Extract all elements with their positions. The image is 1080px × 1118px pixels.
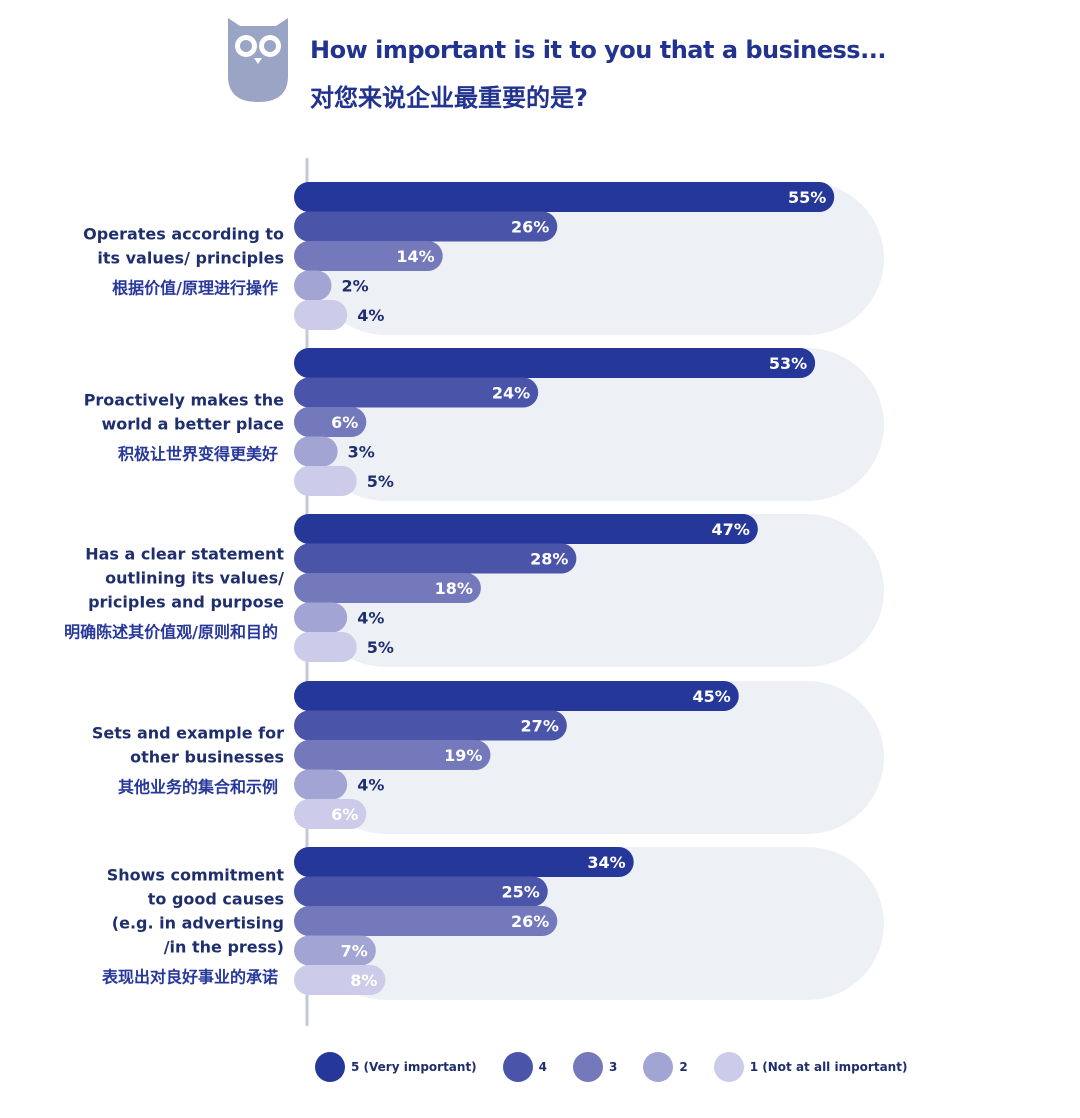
bar-value-label: 5%	[367, 472, 394, 491]
category-label-zh: 积极让世界变得更美好	[118, 445, 278, 464]
bar-value-label: 19%	[444, 746, 482, 765]
category-label: other businesses	[130, 748, 284, 767]
category-group: 47% 28% 18% 4% 5% Has a clear statement outlin…	[64, 514, 884, 667]
bar	[294, 769, 348, 800]
bar	[294, 935, 376, 966]
legend-swatch-icon	[315, 1052, 345, 1082]
bar-value-label: 24%	[492, 384, 530, 403]
bar-value-label: 28%	[530, 550, 568, 569]
category-label-zh: 根据价值/原理进行操作	[112, 279, 278, 298]
bar-value-label: 18%	[435, 579, 473, 598]
category-label: its values/ principles	[97, 249, 284, 268]
bar	[294, 466, 357, 496]
bar	[294, 847, 634, 877]
page-subtitle: 对您来说企业最重要的是?	[310, 84, 588, 112]
bar-value-label: 4%	[357, 776, 384, 795]
page-title: How important is it to you that a busine…	[310, 36, 886, 64]
legend-label: 4	[538, 1060, 548, 1074]
bar-value-label: 6%	[331, 805, 358, 824]
bar	[294, 906, 558, 936]
bar-value-label: 26%	[511, 218, 549, 237]
bar-value-label: 2%	[342, 277, 369, 296]
category-label: to good causes	[148, 890, 284, 909]
category-label: /in the press)	[164, 938, 284, 957]
category-label: Has a clear statement	[85, 545, 284, 564]
category-group: 34% 25% 26% 7% 8% Shows commitment to good cau…	[101, 847, 884, 1000]
bar	[294, 377, 539, 408]
bar	[294, 348, 816, 378]
bar	[294, 573, 481, 603]
bar-value-label: 5%	[367, 638, 394, 657]
bar-value-label: 8%	[350, 971, 377, 990]
bar	[294, 211, 558, 242]
owl-logo-icon	[228, 18, 288, 102]
legend-item: 3	[573, 1052, 617, 1082]
bar-value-label: 4%	[357, 609, 384, 628]
bar-value-label: 34%	[587, 853, 625, 872]
legend-swatch-icon	[502, 1052, 533, 1082]
legend-item: 1 (Not at all important)	[713, 1052, 908, 1082]
bar	[294, 602, 348, 633]
bar-chart: 55% 26% 14% 2% 4% Operates according to its va…	[64, 158, 884, 1026]
legend-label: 2	[679, 1060, 688, 1074]
legend-label: 3	[609, 1060, 618, 1074]
category-label-zh: 明确陈述其价值观/原则和目的	[64, 623, 278, 642]
bar	[294, 182, 835, 212]
bar	[294, 740, 491, 770]
bar-value-label: 26%	[511, 912, 549, 931]
bar-value-label: 55%	[788, 188, 826, 207]
legend: 5 (Very important) 4 3 2 1 (Not at all impor…	[315, 1052, 933, 1082]
legend-label: 5 (Very important)	[351, 1060, 477, 1074]
category-label: (e.g. in advertising	[112, 914, 284, 933]
bar-value-label: 47%	[712, 520, 750, 539]
bar-value-label: 27%	[521, 717, 559, 736]
category-group: 53% 24% 6% 3% 5% Proactively makes the world a…	[84, 348, 884, 501]
bar	[294, 407, 367, 437]
category-group: 45% 27% 19% 4% 6% Sets and example for other b…	[92, 681, 884, 834]
category-label: world a better place	[101, 415, 284, 434]
bar	[294, 799, 367, 829]
bar	[294, 270, 332, 301]
bar	[294, 300, 348, 330]
legend-swatch-icon	[573, 1052, 604, 1082]
bar	[294, 632, 357, 662]
legend-item: 4	[502, 1052, 548, 1082]
bar-value-label: 53%	[769, 354, 807, 373]
bar	[294, 965, 386, 995]
bar	[294, 681, 739, 711]
bar-value-label: 14%	[396, 247, 434, 266]
bar	[294, 241, 443, 271]
legend-label: 1 (Not at all important)	[749, 1060, 908, 1074]
bar-value-label: 25%	[501, 883, 539, 902]
legend-item: 2	[643, 1052, 688, 1082]
bar-value-label: 4%	[357, 306, 384, 325]
bar	[294, 514, 758, 544]
bar	[294, 543, 577, 574]
bar	[294, 710, 567, 741]
category-label: Operates according to	[83, 225, 284, 244]
bar-value-label: 3%	[348, 443, 375, 462]
legend-swatch-icon	[713, 1052, 744, 1082]
bar-value-label: 7%	[341, 942, 368, 961]
bar-value-label: 45%	[692, 687, 730, 706]
bar	[294, 436, 338, 467]
legend-item: 5 (Very important)	[315, 1052, 477, 1082]
category-label-zh: 其他业务的集合和示例	[118, 778, 278, 797]
category-label: pricipIes and purpose	[88, 593, 284, 612]
category-label: outlining its values/	[105, 569, 284, 588]
category-label: Shows commitment	[107, 866, 285, 885]
bar	[294, 876, 548, 907]
category-group: 55% 26% 14% 2% 4% Operates according to its va…	[83, 182, 884, 335]
category-label: Sets and example for	[92, 724, 284, 743]
category-label-zh: 表现出对良好事业的承诺	[101, 968, 278, 987]
bar-value-label: 6%	[331, 413, 358, 432]
legend-swatch-icon	[643, 1052, 674, 1082]
category-label: Proactively makes the	[84, 391, 284, 410]
